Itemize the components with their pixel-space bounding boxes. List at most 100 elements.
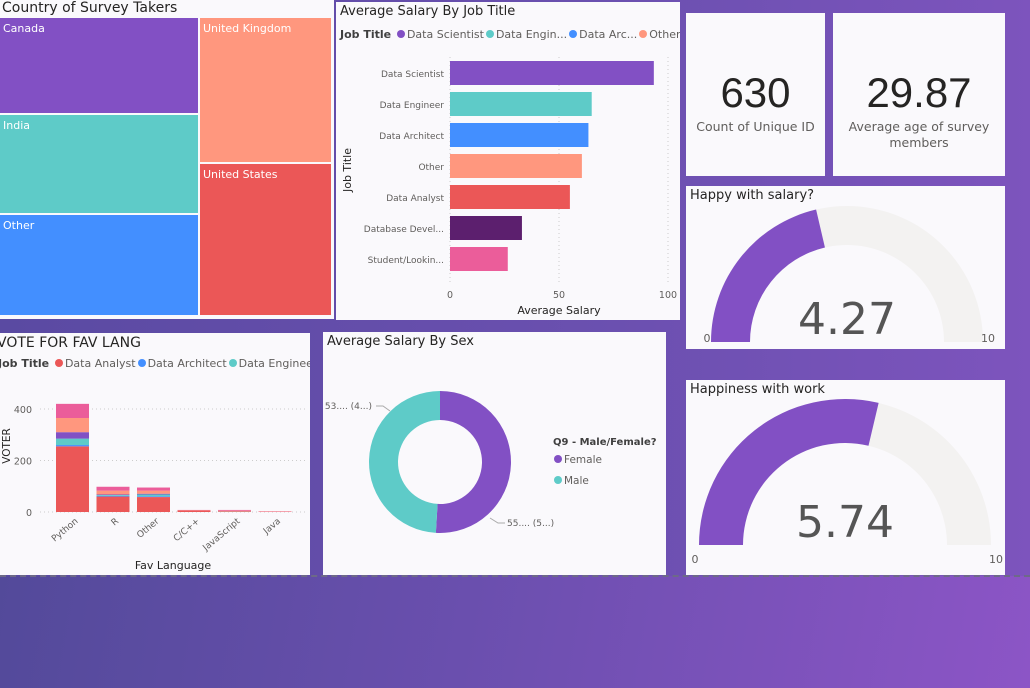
donut-slice: [369, 391, 440, 533]
treemap-cell-label: Canada: [3, 22, 45, 35]
bar-segment: [56, 418, 89, 433]
legend-dot-icon: [137, 359, 146, 367]
x-tick-label: 0: [447, 290, 453, 301]
bar-segment: [177, 510, 211, 512]
legend-label: Data Scientist: [406, 28, 484, 41]
legend-item[interactable]: Data Engin...: [484, 28, 567, 41]
legend-dot-icon: [396, 30, 405, 38]
kpi-label: Average age of survey members: [848, 119, 990, 150]
kpi-value: 630: [720, 69, 791, 116]
gauge: 4.27 0 10: [704, 206, 995, 345]
kpi-value: 29.87: [866, 69, 972, 116]
treemap-panel[interactable]: Country of Survey Takers Canada India Othe…: [0, 0, 334, 319]
treemap-cell-label: Other: [3, 219, 35, 232]
legend-label: Data Engineer: [238, 357, 310, 370]
treemap-cell[interactable]: United States: [200, 164, 331, 315]
bar-segment: [96, 490, 130, 495]
legend-title: Job Title: [340, 28, 395, 41]
legend: Job Title Data Scientist Data Engin... Dat…: [340, 28, 680, 41]
y-tick-label: Data Engineer: [380, 101, 445, 111]
data-label: 53.... (4...): [325, 402, 372, 412]
y-axis-title: VOTER: [1, 428, 13, 464]
donut-chart: 55.... (5...) 53.... (4...) Q9 - Male/Fema…: [325, 391, 657, 533]
x-axis-title: Fav Language: [135, 559, 212, 572]
legend-dot-icon: [554, 476, 562, 484]
treemap-title: Country of Survey Takers: [2, 0, 178, 16]
fav-lang-title: VOTE FOR FAV LANG: [0, 335, 141, 351]
legend-label: Female: [564, 454, 602, 466]
bar-segment: [218, 511, 251, 512]
donut-slice: [435, 391, 512, 533]
gauge-value: 5.74: [796, 497, 894, 548]
y-axis-title: Job Title: [341, 148, 354, 193]
bar-segment: [96, 494, 130, 496]
bar-segment: [218, 509, 251, 511]
bar-segment: [137, 490, 170, 494]
legend-dot-icon: [554, 455, 562, 463]
legend-title: Q9 - Male/Female?: [553, 437, 657, 448]
treemap-cell-label: United States: [203, 168, 278, 181]
treemap-cell[interactable]: United Kingdom: [200, 18, 331, 162]
bar-segment: [56, 432, 89, 439]
legend-item[interactable]: Data Analyst: [53, 357, 136, 370]
bar: [450, 92, 592, 116]
gauge-panel-salary[interactable]: Happy with salary? 4.27 0 10: [686, 186, 1005, 349]
salary-by-sex-title: Average Salary By Sex: [327, 334, 474, 349]
bar: [450, 61, 654, 85]
y-tick-label: Other: [418, 163, 444, 173]
gauge-panel-work[interactable]: Happiness with work 5.74 0 10: [686, 380, 1005, 575]
x-tick-label: 50: [553, 290, 565, 301]
bar-segment: [96, 495, 130, 496]
y-tick-label: 0: [26, 508, 32, 519]
bar: [450, 185, 570, 209]
legend-item[interactable]: Other: [637, 28, 680, 41]
y-tick-label: Student/Lookin...: [368, 256, 444, 266]
legend-dot-icon: [639, 30, 648, 38]
bar-segment: [137, 494, 170, 497]
bar-segment: [56, 403, 89, 419]
treemap-cell[interactable]: Other: [0, 215, 198, 315]
salary-by-job-panel[interactable]: Average Salary By Job Title Job Title Da…: [336, 2, 680, 320]
gauge-max-label: 10: [989, 553, 1003, 566]
treemap-cell[interactable]: India: [0, 115, 198, 213]
legend-item[interactable]: Data Arc...: [567, 28, 637, 41]
gauge-title: Happiness with work: [690, 382, 825, 397]
gauge: 5.74 0 10: [692, 399, 1003, 566]
leader-line: [376, 405, 391, 412]
x-tick-label: R: [110, 517, 121, 529]
y-tick-label: Data Analyst: [386, 194, 444, 204]
legend: Job Title Data Analyst Data Architect Data…: [0, 357, 310, 370]
y-tick-label: Data Scientist: [381, 70, 444, 80]
bar: [450, 247, 508, 271]
page-boundary-divider: [0, 575, 1030, 577]
legend-title: Job Title: [0, 357, 53, 370]
legend-dot-icon: [228, 359, 237, 367]
legend-label: Data Architect: [147, 357, 227, 370]
x-tick-label: Other: [135, 516, 161, 540]
kpi-card-age: 29.87 Average age of survey members: [833, 13, 1005, 176]
legend-dot-icon: [485, 30, 494, 38]
treemap-cell[interactable]: Canada: [0, 18, 198, 113]
bar: [450, 216, 522, 240]
x-tick-label: C/C++: [172, 517, 202, 544]
gauge-fill: [699, 399, 879, 545]
bar-segment: [137, 487, 170, 491]
legend-dot-icon: [54, 359, 63, 367]
legend-item[interactable]: Data Scientist: [395, 28, 484, 41]
gauge-title: Happy with salary?: [690, 188, 815, 203]
salary-by-sex-panel[interactable]: Average Salary By Sex 55.... (5...) 53...…: [323, 332, 666, 575]
y-tick-label: Data Architect: [379, 132, 444, 142]
data-label: 55.... (5...): [507, 519, 554, 529]
legend-dot-icon: [569, 30, 578, 38]
y-tick-label: 200: [14, 457, 32, 468]
kpi-label: Count of Unique ID: [696, 119, 815, 134]
bar: [450, 154, 582, 178]
legend-item[interactable]: Data Architect: [136, 357, 227, 370]
fav-lang-panel[interactable]: VOTE FOR FAV LANG Job Title Data Analyst…: [0, 333, 310, 575]
gauge-min-label: 0: [704, 332, 711, 345]
bar-segment: [56, 438, 89, 446]
salary-by-job-title: Average Salary By Job Title: [340, 4, 516, 19]
bar-segment: [56, 446, 89, 512]
bar-segment: [96, 495, 130, 497]
legend-item[interactable]: Data Engineer: [227, 357, 310, 370]
